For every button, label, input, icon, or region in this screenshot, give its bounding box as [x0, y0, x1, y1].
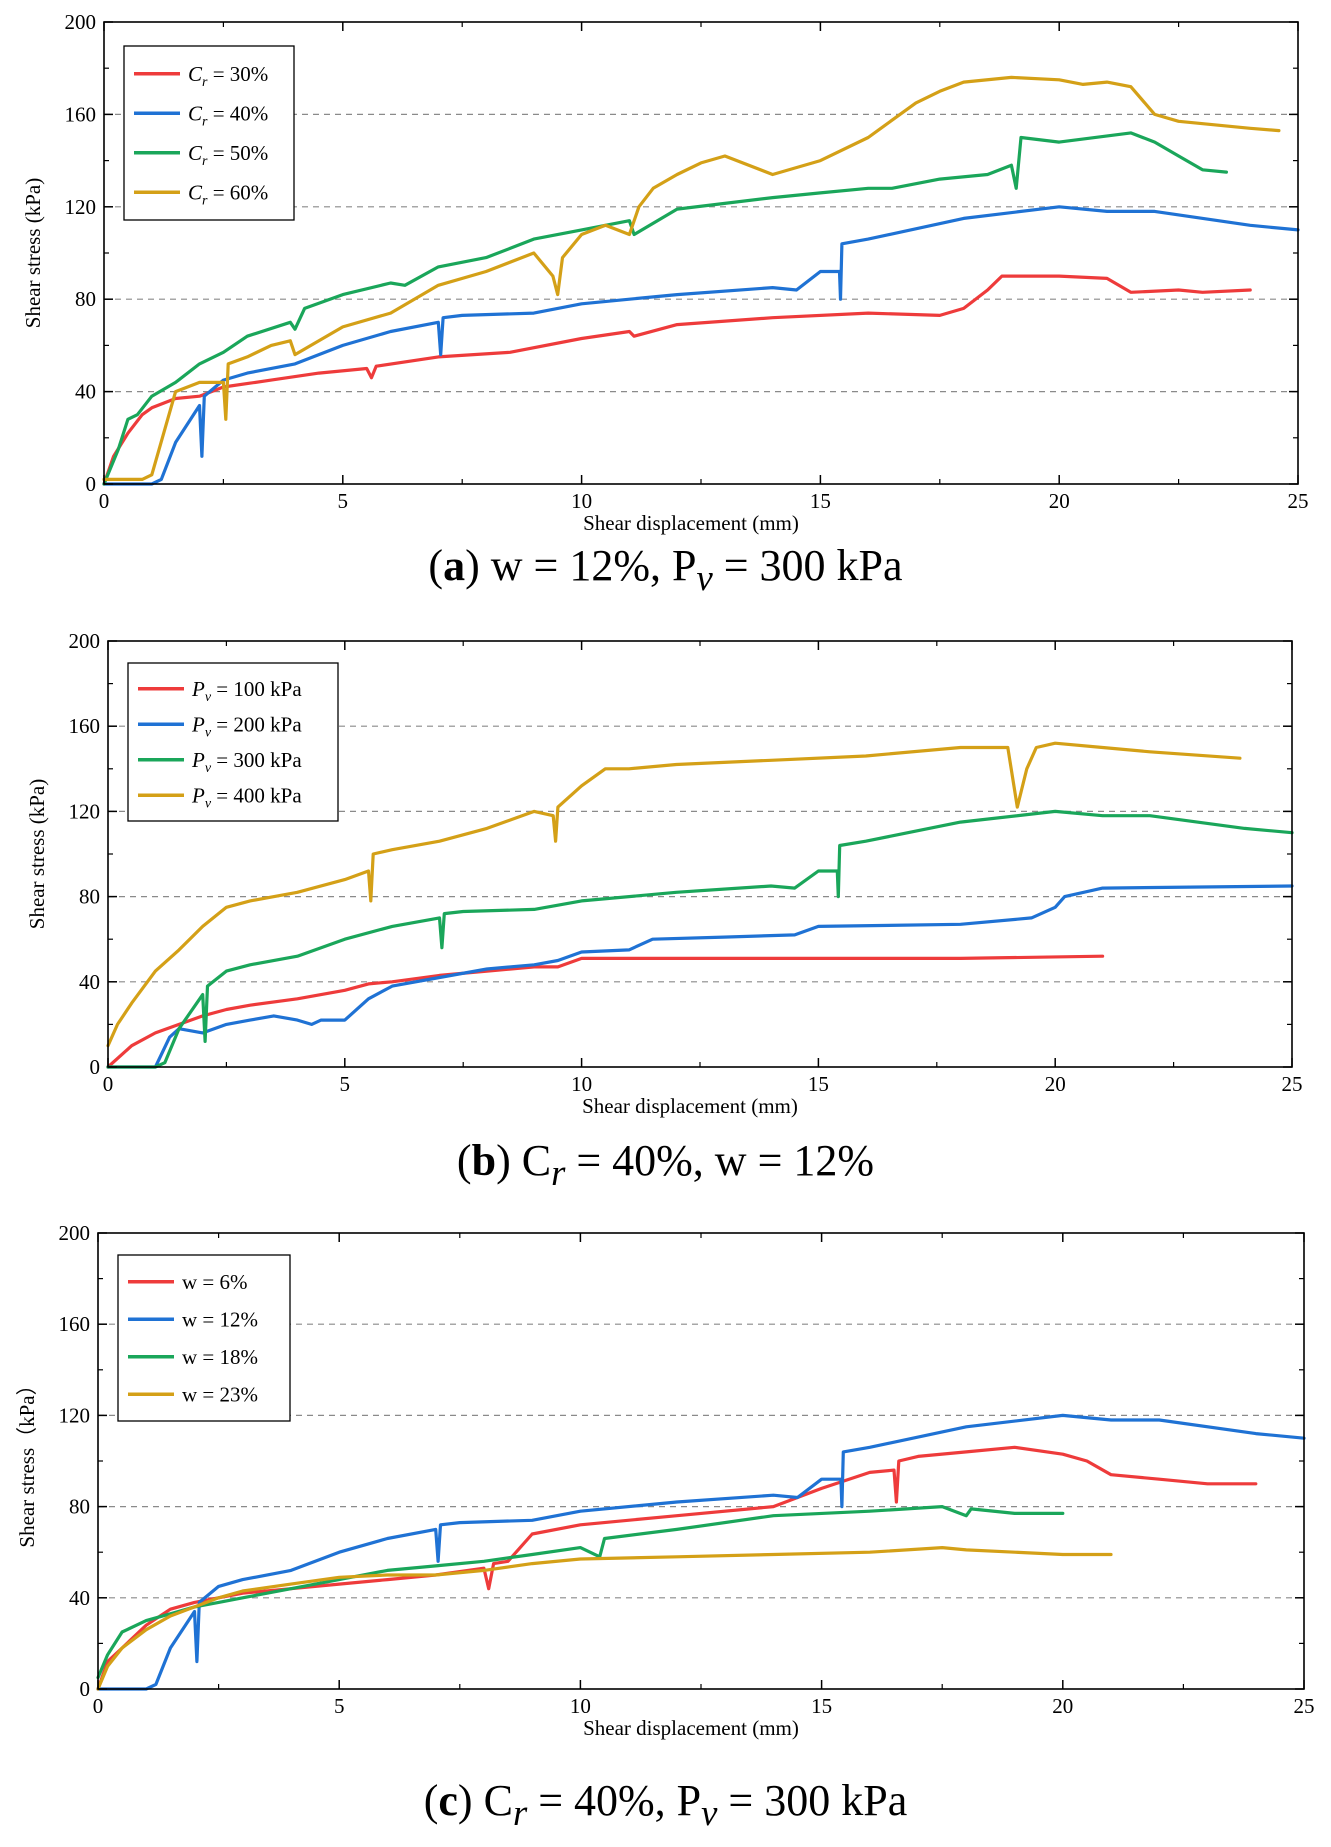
- chart-a-legend-label-2: Cr = 50%: [188, 141, 268, 169]
- chart-b-y-tick-label: 0: [90, 1055, 101, 1079]
- chart-a-y-tick-label: 120: [65, 195, 97, 219]
- chart-c-y-tick-label: 80: [69, 1495, 90, 1519]
- chart-c-y-tick-label: 120: [59, 1403, 91, 1427]
- chart-c-legend-label-2: w = 18%: [182, 1345, 258, 1369]
- chart-b-x-tick-label: 10: [571, 1072, 592, 1096]
- chart-c-x-tick-label: 15: [811, 1694, 832, 1718]
- chart-a-legend-label-0: Cr = 30%: [188, 62, 268, 90]
- chart-b-x-axis-label: Shear displacement (mm): [582, 1094, 798, 1118]
- chart-b-x-tick-label: 0: [103, 1072, 114, 1096]
- caption-b: (b) Cr = 40%, w = 12%: [456, 1136, 875, 1193]
- chart-panel-c: 0 5 10 15 20 25 0 40 80 120 160 200 Shear displaceme…: [0, 1215, 1331, 1847]
- chart-a-series-line-2: [102, 131, 1229, 486]
- chart-b-series-line-2: [106, 809, 1294, 1069]
- chart-c-x-tick-label: 25: [1294, 1694, 1315, 1718]
- chart-b-legend-label-3: Pv = 400 kPa: [191, 783, 302, 811]
- chart-b-x-tick-label: 25: [1282, 1072, 1303, 1096]
- chart-b-series-line-0: [106, 954, 1105, 1069]
- chart-a-x-tick-label: 15: [810, 489, 831, 513]
- chart-b-y-tick-label: 160: [69, 714, 101, 738]
- chart-b-x-tick-label: 5: [340, 1072, 351, 1096]
- chart-a-x-tick-label: 10: [571, 489, 592, 513]
- chart-c-y-tick-label: 0: [80, 1677, 91, 1701]
- chart-a-x-tick-label: 25: [1288, 489, 1309, 513]
- chart-b-legend-label-2: Pv = 300 kPa: [191, 748, 302, 776]
- caption-a: (a) w = 12%, Pv = 300 kPa: [428, 541, 903, 598]
- chart-a-x-tick-label: 5: [338, 489, 349, 513]
- chart-a-y-tick-label: 200: [65, 10, 97, 34]
- chart-b-y-tick-label: 80: [79, 885, 100, 909]
- chart-panel-b: 0 5 10 15 20 25 0 40 80 120 160 200 Shear displaceme…: [0, 615, 1331, 1215]
- chart-c-series-line-2: [96, 1505, 1065, 1680]
- chart-a-y-tick-label: 80: [75, 287, 96, 311]
- chart-a-y-tick-label: 0: [86, 472, 97, 496]
- chart-b-series-line-3: [106, 741, 1242, 1048]
- chart-c-series-line-0: [96, 1445, 1258, 1691]
- chart-b-y-tick-label: 200: [69, 629, 101, 653]
- chart-a-x-tick-label: 0: [99, 489, 110, 513]
- chart-c-legend-label-3: w = 23%: [182, 1382, 258, 1406]
- chart-a-legend-label-3: Cr = 60%: [188, 180, 268, 208]
- chart-a-x-tick-label: 20: [1049, 489, 1070, 513]
- chart-b-x-tick-label: 15: [808, 1072, 829, 1096]
- chart-c-x-tick-label: 20: [1052, 1694, 1073, 1718]
- chart-b-y-tick-label: 120: [69, 799, 101, 823]
- chart-b-svg: 0 5 10 15 20 25 0 40 80 120 160 200 Shear displaceme…: [25, 629, 1303, 1118]
- chart-a-series-line-3: [102, 75, 1281, 481]
- chart-c-series-line-1: [96, 1413, 1306, 1691]
- chart-b-y-tick-label: 40: [79, 970, 100, 994]
- chart-a-y-tick-label: 160: [65, 102, 97, 126]
- chart-c-legend-label-0: w = 6%: [182, 1270, 248, 1294]
- chart-a-svg: 0 5 10 15 20 25 0 40 80 120 160 200 Shear displaceme…: [21, 10, 1309, 535]
- chart-c-y-tick-label: 160: [59, 1312, 91, 1336]
- chart-c-y-axis-label: Shear stress（kPa）: [15, 1374, 39, 1547]
- chart-a-x-axis-label: Shear displacement (mm): [583, 511, 799, 535]
- chart-a-series-line-1: [102, 205, 1300, 486]
- chart-b-y-axis-label: Shear stress (kPa): [25, 779, 49, 929]
- chart-c-series-line-3: [96, 1546, 1113, 1691]
- chart-a-legend-label-1: Cr = 40%: [188, 101, 268, 129]
- chart-panel-a: 0 5 10 15 20 25 0 40 80 120 160 200 Shear displaceme…: [0, 0, 1331, 615]
- chart-c-x-axis-label: Shear displacement (mm): [583, 1716, 799, 1740]
- chart-c-x-tick-label: 10: [570, 1694, 591, 1718]
- chart-c-x-tick-label: 5: [334, 1694, 345, 1718]
- chart-a-series-line-0: [102, 274, 1252, 486]
- chart-c-y-tick-label: 40: [69, 1586, 90, 1610]
- chart-c-y-tick-label: 200: [59, 1221, 91, 1245]
- chart-c-x-tick-label: 0: [93, 1694, 104, 1718]
- chart-c-legend-label-1: w = 12%: [182, 1307, 258, 1331]
- caption-c: (c) Cr = 40%, Pv = 300 kPa: [423, 1776, 908, 1833]
- chart-a-y-tick-label: 40: [75, 380, 96, 404]
- chart-b-x-tick-label: 20: [1045, 1072, 1066, 1096]
- chart-b-legend-label-0: Pv = 100 kPa: [191, 677, 302, 705]
- chart-a-y-axis-label: Shear stress (kPa): [21, 178, 45, 328]
- chart-c-svg: 0 5 10 15 20 25 0 40 80 120 160 200 Shear displaceme…: [15, 1221, 1315, 1740]
- chart-b-legend-label-1: Pv = 200 kPa: [191, 712, 302, 740]
- chart-b-series-line-1: [106, 884, 1294, 1069]
